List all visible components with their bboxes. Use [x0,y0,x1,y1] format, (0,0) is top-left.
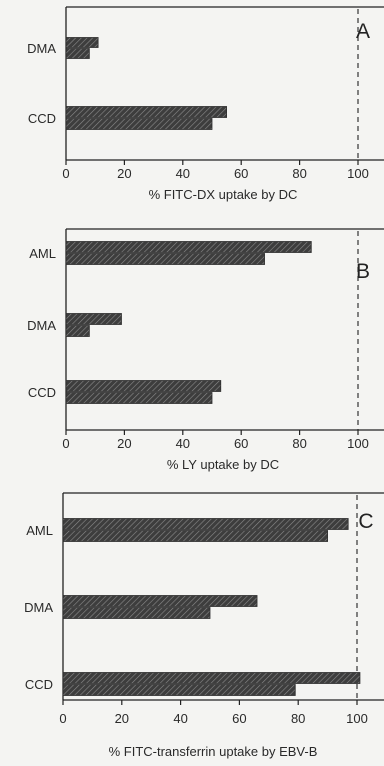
panel-b-bar-upper-ccd [65,380,222,392]
panel-c-tick-label: 80 [291,711,305,726]
panel-a-bar-upper-dma [65,37,99,48]
panel-b-tick-label: 80 [292,436,306,451]
panel-c-tick-label: 0 [59,711,66,726]
panel-b-plot: 0 20 40 60 80 100 AML DMA CCD [27,228,384,451]
panel-c-bar-lower-ccd [62,684,296,696]
panel-a-tick-label: 0 [62,166,69,181]
panel-a-label: A [356,20,370,43]
panel-a-tick-label: 40 [176,166,190,181]
panel-c-tick-label: 40 [173,711,187,726]
panel-b-bar-upper-dma [65,313,122,325]
panel-c-xlabel: % FITC-transferrin uptake by EBV-B [109,744,318,759]
panel-c-category-label: AML [26,523,53,538]
panel-a-xlabel: % FITC-DX uptake by DC [149,187,298,202]
panel-b-tick-label: 60 [234,436,248,451]
panel-a-tick-label: 80 [292,166,306,181]
panel-a-bar-lower-ccd [65,118,213,130]
panel-c-plot: 0 20 40 60 80 100 AML DMA CCD [24,492,384,726]
panel-c-tick-label: 60 [232,711,246,726]
panel-c-tick-label: 100 [346,711,368,726]
panel-c-label: C [358,510,373,533]
panel-b-category-label: CCD [28,385,56,400]
panel-c-bar-lower-dma [62,607,211,619]
panel-a-bar-upper-ccd [65,106,228,118]
panel-a: 0 20 40 60 80 100 DMA CCD A % FITC-DX uptake by… [27,6,384,202]
panel-b-category-label: DMA [27,318,56,333]
panel-b-category-label: AML [29,246,56,261]
panel-c-tick-label: 20 [115,711,129,726]
panel-a-tick-label: 100 [347,166,369,181]
panel-a-bar-lower-dma [65,48,90,59]
panel-b-bar-upper-aml [65,241,312,253]
panel-b-tick-label: 100 [347,436,369,451]
panel-c: 0 20 40 60 80 100 AML DMA CCD C % FITC-transferr… [24,492,384,759]
panel-a-tick-label: 20 [117,166,131,181]
panel-c-bar-lower-aml [62,530,329,542]
panel-b-tick-label: 20 [117,436,131,451]
panel-a-plot: 0 20 40 60 80 100 DMA CCD [27,6,384,181]
panel-c-bar-upper-dma [62,595,258,607]
panel-c-category-label: CCD [25,677,53,692]
panel-b-xlabel: % LY uptake by DC [167,457,279,472]
panel-c-bar-upper-aml [62,518,349,530]
panel-a-tick-label: 60 [234,166,248,181]
panel-b-bar-lower-dma [65,325,90,337]
panel-c-bar-upper-ccd [62,672,361,684]
panel-b-bar-lower-ccd [65,392,213,404]
panel-a-category-label: DMA [27,41,56,56]
panel-b-label: B [356,260,370,283]
panel-b-bar-lower-aml [65,253,265,265]
panel-b: 0 20 40 60 80 100 AML DMA CCD B % LY uptake by D… [27,228,384,472]
panel-c-category-label: DMA [24,600,53,615]
panel-b-tick-label: 40 [176,436,190,451]
panel-b-tick-label: 0 [62,436,69,451]
panel-a-category-label: CCD [28,111,56,126]
